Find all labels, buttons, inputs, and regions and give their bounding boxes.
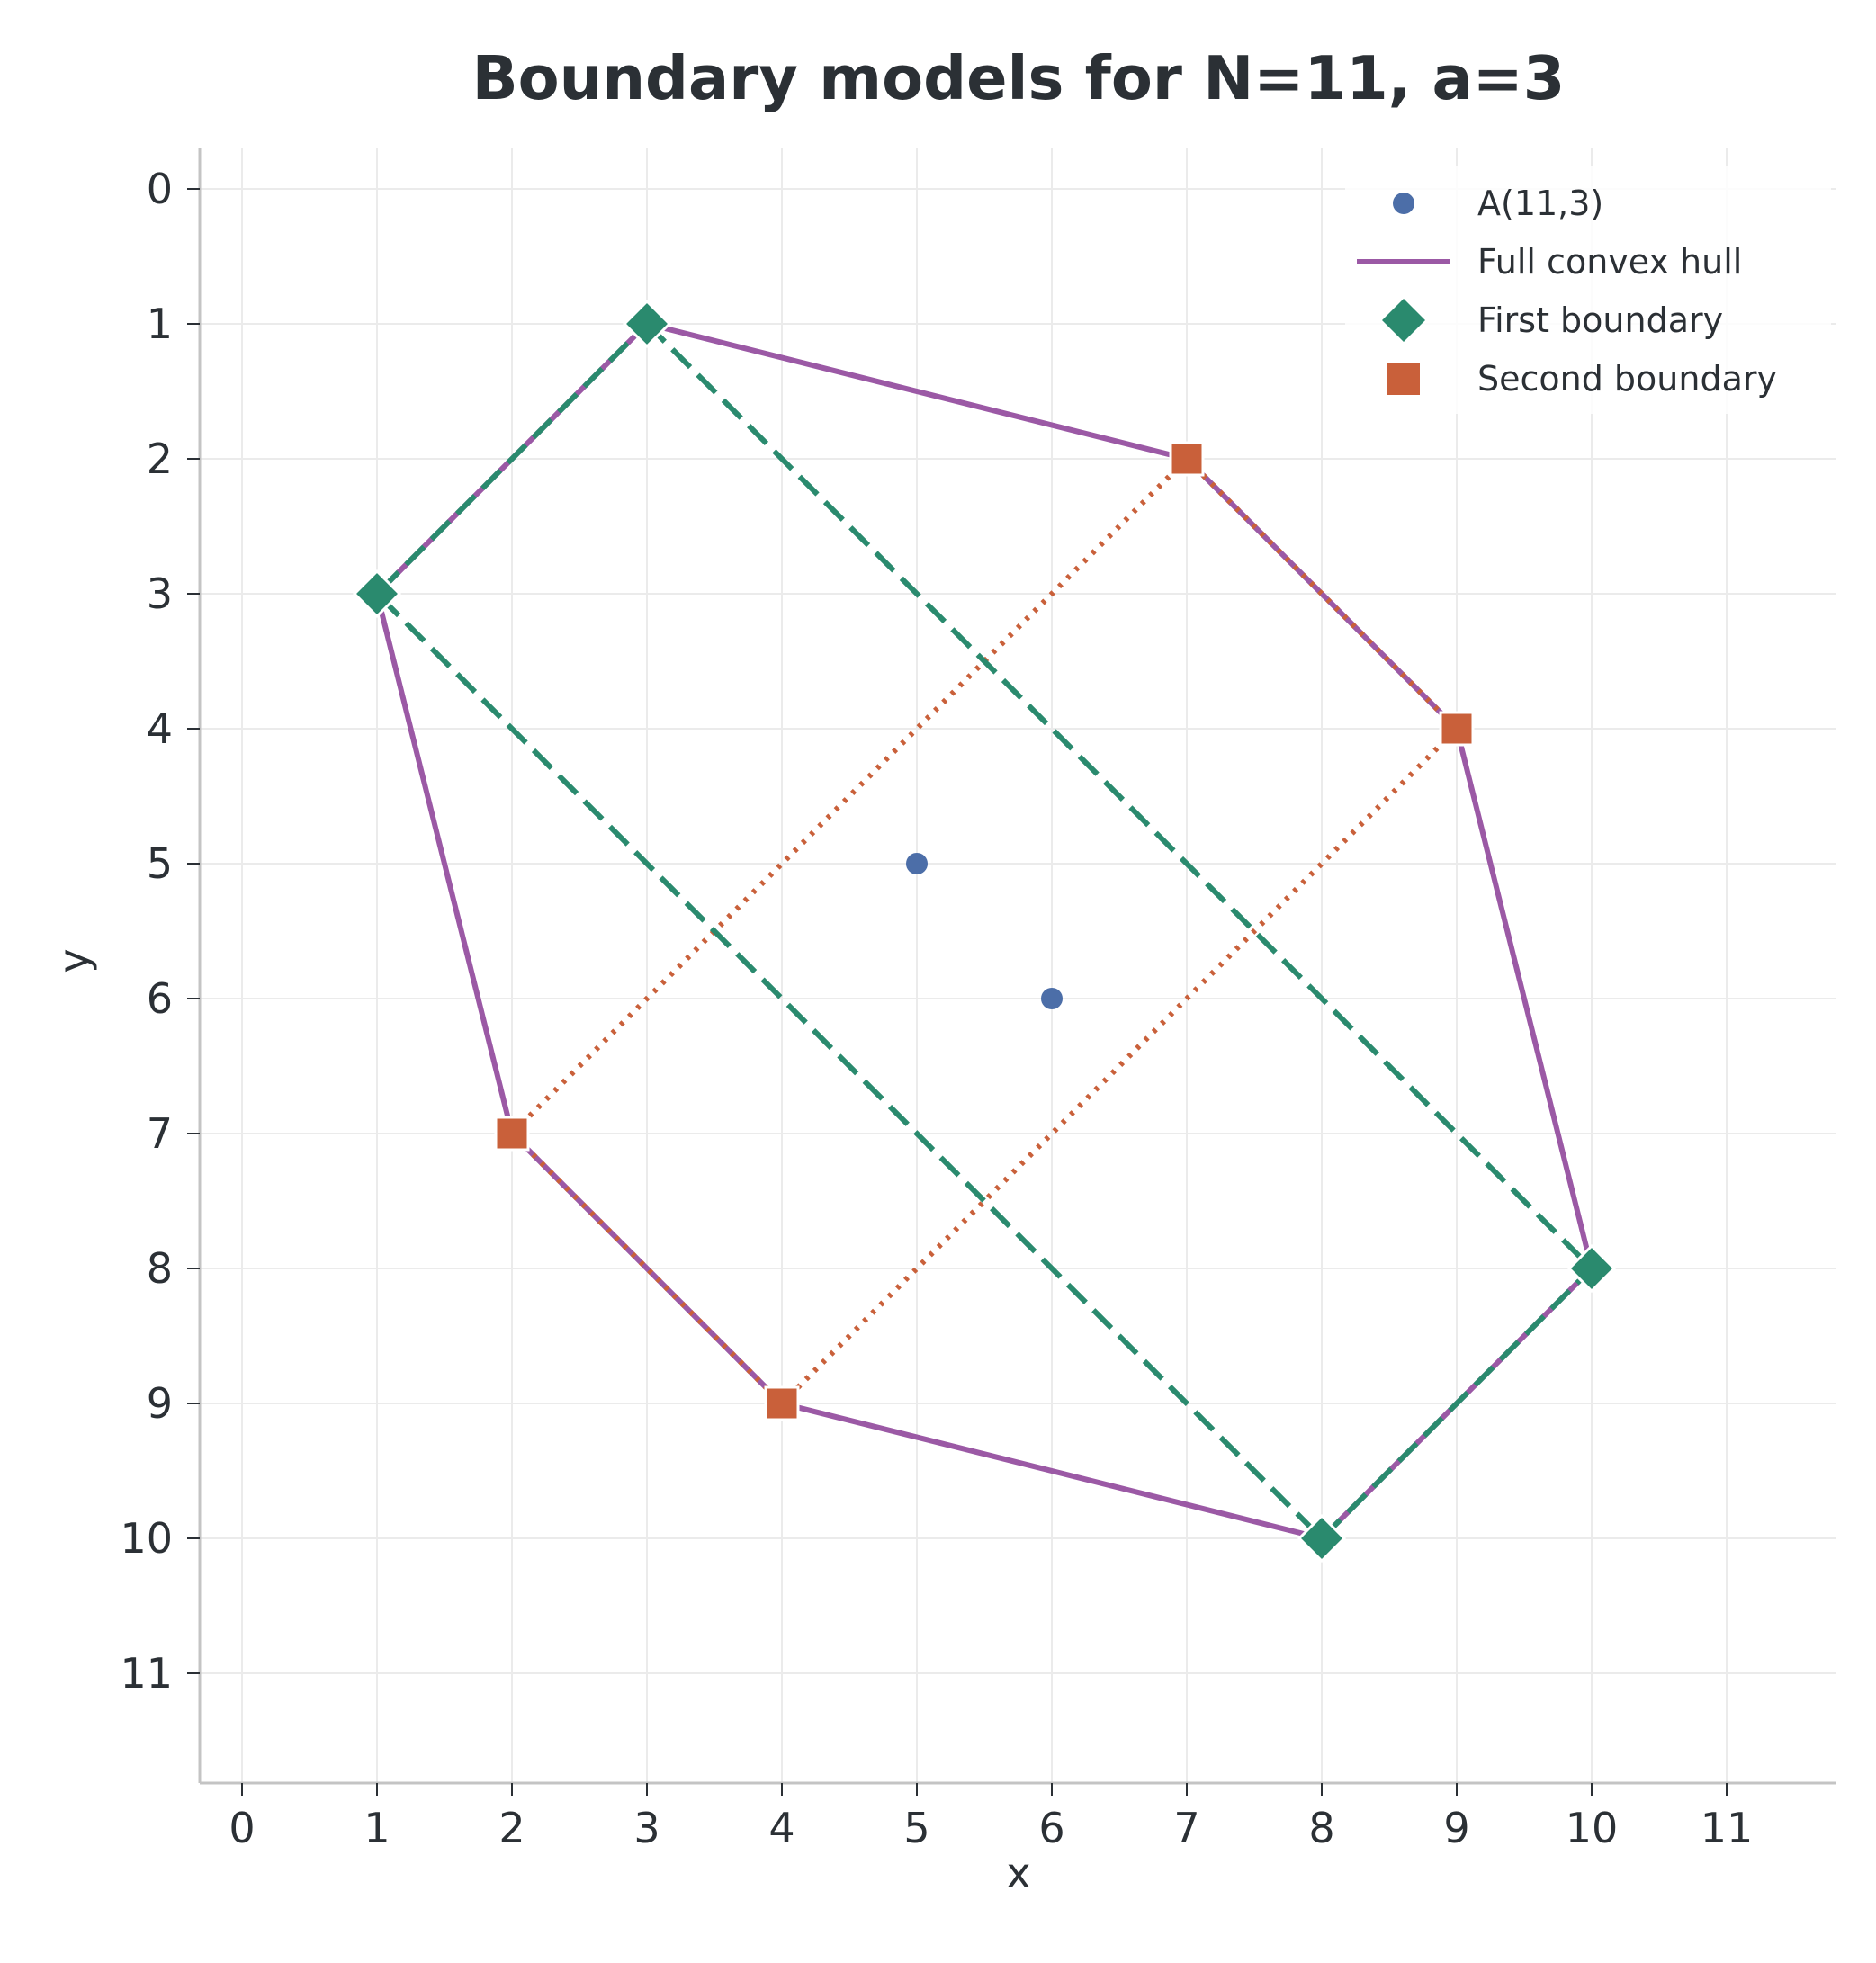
x-tick-label: 10 [1566, 1804, 1619, 1852]
y-tick-label: 2 [147, 435, 173, 483]
second-boundary-marker [1169, 441, 1205, 477]
first-boundary-line [373, 319, 1596, 1543]
legend-label: Second boundary [1477, 359, 1777, 399]
legend-swatch-second [1387, 363, 1420, 395]
y-tick-label: 4 [147, 704, 173, 753]
y-tick-label: 0 [147, 165, 173, 213]
second-boundary-marker [494, 1116, 530, 1152]
y-tick-label: 8 [147, 1244, 173, 1293]
y-axis-label: y [49, 948, 98, 973]
x-tick-label: 6 [1038, 1804, 1064, 1852]
y-tick-label: 9 [147, 1379, 173, 1428]
point-marker [1041, 988, 1063, 1009]
axes: 0 1 2 3 4 5 6 7 8 9 10 11 0 1 2 3 4 5 6 7 8 9 10 11 [120, 148, 1836, 1852]
legend-swatch-first [1382, 299, 1425, 342]
x-tick-label: 7 [1173, 1804, 1199, 1852]
legend-label: Full convex hull [1477, 242, 1742, 282]
legend-label: A(11,3) [1477, 184, 1603, 223]
x-tick-label: 3 [633, 1804, 660, 1852]
x-axis-label: x [1006, 1849, 1030, 1897]
x-tick-label: 4 [768, 1804, 794, 1852]
second-boundary-line [507, 454, 1461, 1408]
y-tick-label: 10 [120, 1514, 173, 1563]
x-tick-label: 8 [1308, 1804, 1334, 1852]
first-boundary-marker [622, 299, 672, 349]
hull-line [374, 321, 1594, 1541]
series-layer [352, 299, 1617, 1564]
chart-title: Boundary models for N=11, a=3 [472, 43, 1566, 113]
first-boundary-marker [352, 569, 402, 619]
legend-box [1345, 166, 1831, 414]
x-tick-label: 2 [498, 1804, 525, 1852]
legend-swatch-points [1393, 193, 1414, 214]
second-boundary-marker [1439, 711, 1475, 747]
first-boundary-marker [1297, 1513, 1347, 1564]
legend-label: First boundary [1477, 300, 1723, 340]
x-tick-label: 1 [364, 1804, 390, 1852]
y-tick-label: 6 [147, 974, 173, 1023]
second-boundary-marker [764, 1385, 800, 1421]
y-tick-label: 3 [147, 569, 173, 618]
x-tick-label: 0 [229, 1804, 255, 1852]
first-boundary-marker [1566, 1243, 1617, 1294]
x-tick-label: 11 [1701, 1804, 1754, 1852]
y-tick-label: 5 [147, 839, 173, 888]
legend: A(11,3) Full convex hull First boundary Sec… [1345, 166, 1831, 414]
y-tick-label: 1 [147, 300, 173, 348]
point-marker [906, 853, 928, 874]
y-tick-label: 11 [120, 1649, 173, 1698]
x-tick-label: 5 [903, 1804, 929, 1852]
y-tick-label: 7 [147, 1109, 173, 1158]
x-tick-label: 9 [1443, 1804, 1469, 1852]
